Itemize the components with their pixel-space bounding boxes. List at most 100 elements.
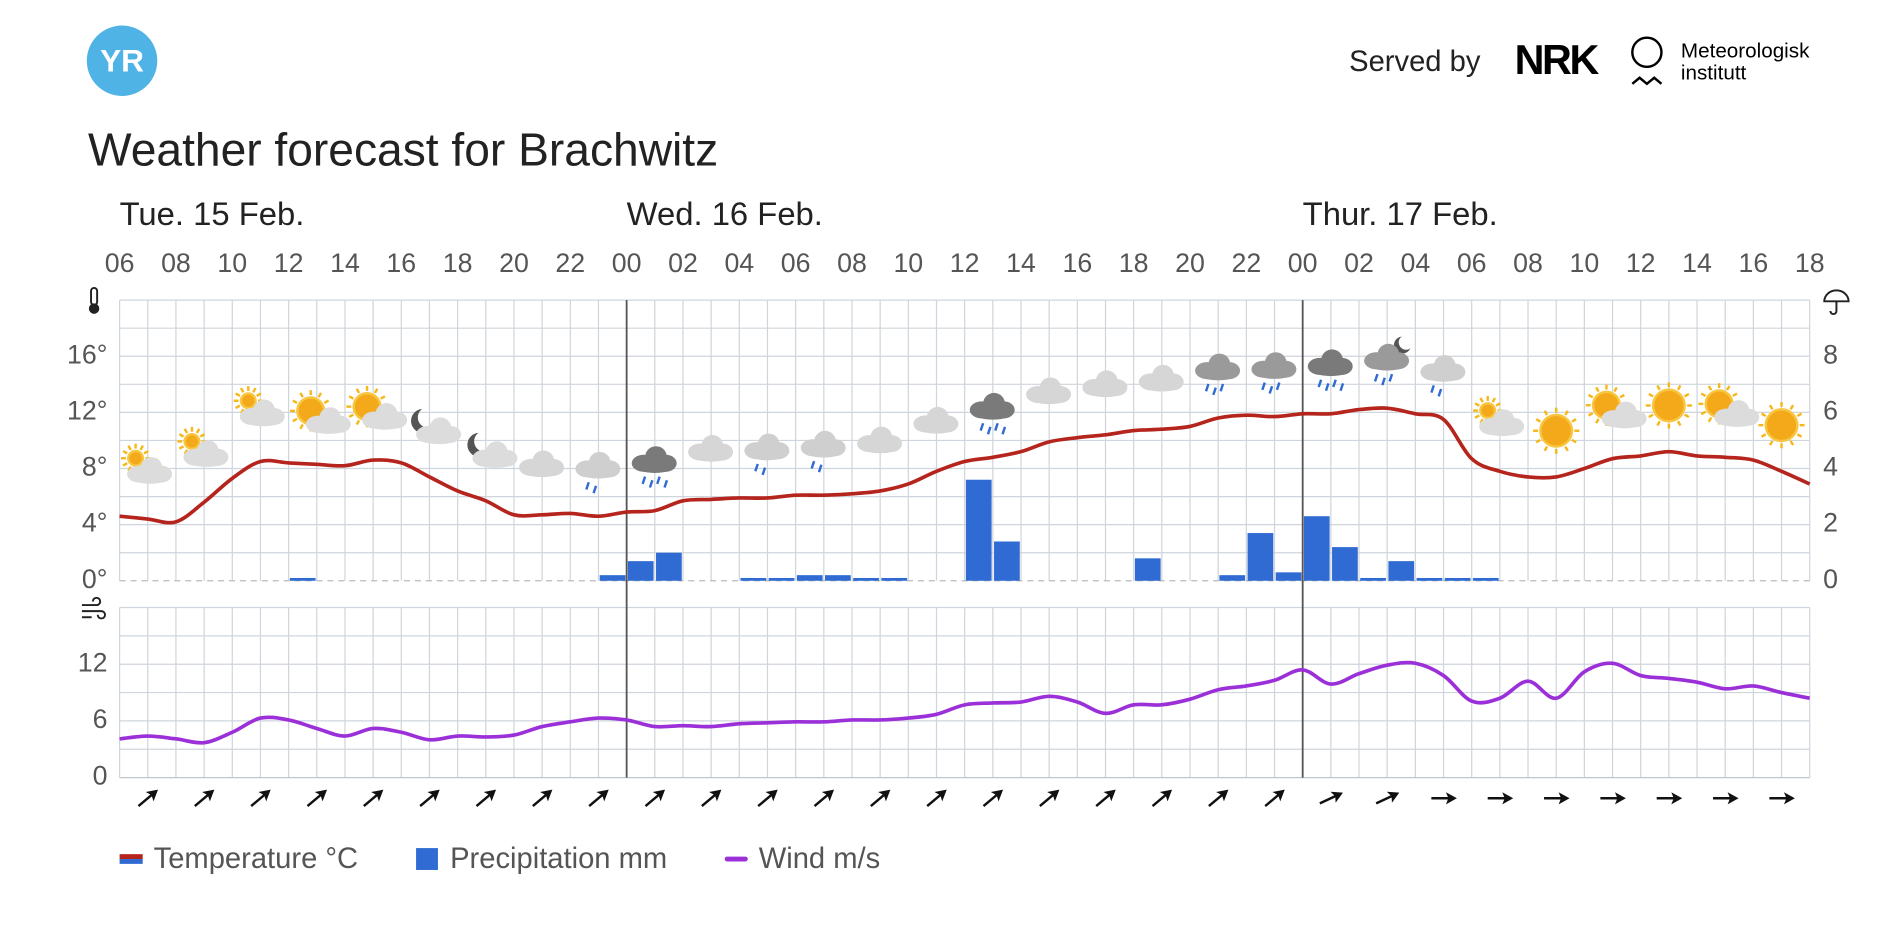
weather-icon — [1698, 383, 1760, 427]
rain-drop — [1437, 388, 1443, 397]
wind-arrow — [813, 789, 835, 808]
rain-drop — [810, 460, 816, 469]
weather-icon — [1533, 407, 1580, 454]
wind-arrow-head — [990, 789, 1004, 802]
wind-arrow-head — [1502, 792, 1514, 805]
sun — [1764, 408, 1799, 443]
precip-bar — [1275, 572, 1302, 581]
wind-arrow-head — [878, 789, 891, 802]
logo: YR — [100, 43, 144, 79]
wind-arrow — [532, 789, 553, 808]
wind-arrow — [1656, 792, 1683, 805]
weather-icon — [1364, 336, 1411, 386]
x-tick-label: 12 — [1626, 248, 1656, 278]
legend-swatch — [416, 848, 438, 870]
wind-arrow — [1600, 792, 1626, 805]
precip-bar — [1444, 577, 1471, 581]
legend-label: Wind m/s — [759, 843, 881, 875]
wind-arrow — [1769, 792, 1795, 805]
sun-ray — [1725, 385, 1731, 391]
cloud — [1604, 413, 1646, 429]
y2-tick-label: 4 — [1823, 452, 1838, 482]
sun-ray — [252, 387, 257, 393]
wind-arrow-head — [145, 789, 159, 802]
rain-drop — [1001, 426, 1007, 435]
precip-bar — [796, 575, 823, 581]
precip-bar — [599, 575, 626, 581]
sun-ray — [122, 449, 128, 455]
rain-drop — [986, 426, 992, 435]
x-tick-label: 10 — [893, 248, 923, 278]
logo-circle — [86, 25, 158, 96]
sun-ray — [195, 428, 201, 434]
y-tick-label: 12° — [67, 395, 107, 425]
wind-arrow — [870, 789, 891, 808]
precip-bar — [1388, 561, 1415, 581]
cloud — [308, 419, 350, 434]
x-tick-label: 06 — [781, 248, 811, 278]
x-tick-label: 02 — [668, 248, 698, 278]
sun-ray — [235, 392, 241, 397]
y2-tick-label: 6 — [1823, 395, 1838, 425]
cloud — [1028, 389, 1070, 405]
sun-ray — [139, 445, 144, 451]
x-tick-label: 22 — [555, 248, 585, 278]
precip-bar — [656, 552, 682, 581]
cloud — [418, 429, 460, 445]
wind-arrow — [1039, 789, 1060, 808]
precip-bar — [1219, 575, 1246, 581]
rain-drop — [1373, 373, 1379, 382]
weather-icon — [1585, 384, 1647, 429]
cloud — [746, 445, 789, 461]
wind-arrow-head — [1216, 789, 1229, 802]
moon — [1393, 336, 1411, 354]
x-tick-label: 14 — [330, 248, 360, 278]
weather-icon — [631, 446, 677, 488]
wind-arrow-head — [371, 789, 384, 802]
wind-arrow — [926, 789, 947, 808]
rain-drop — [817, 464, 823, 473]
x-tick-label: 14 — [1006, 248, 1036, 278]
sun-ray — [299, 423, 304, 430]
rain-drop — [1381, 377, 1386, 386]
wind-arrow — [1431, 792, 1457, 805]
wind-arrow — [644, 789, 666, 808]
wind-arrow — [1095, 789, 1116, 808]
sun-ray — [355, 419, 361, 426]
precip-bar — [1472, 577, 1499, 581]
sun-ray — [256, 392, 262, 397]
wind-arrow-head — [1783, 792, 1795, 805]
sun-ray — [127, 445, 132, 451]
sun-ray — [143, 449, 149, 455]
sun-ray — [1707, 385, 1713, 391]
precip-bar — [1303, 516, 1330, 581]
wind-arrow — [1319, 791, 1343, 805]
rain-drop — [979, 422, 985, 431]
rain-drop — [1388, 373, 1394, 382]
sun-ray — [1796, 412, 1803, 418]
sun-ray — [1789, 440, 1795, 446]
rain-drop — [1332, 379, 1337, 388]
sun-ray — [1700, 392, 1707, 397]
weather-icon — [411, 408, 462, 445]
cloud — [690, 447, 732, 462]
wind-arrow-head — [1671, 792, 1683, 805]
sun-ray — [1595, 386, 1600, 393]
x-tick-label: 16 — [1062, 248, 1092, 278]
weather-icon — [1251, 352, 1297, 394]
x-tick-label: 00 — [1288, 248, 1318, 278]
wind-arrow — [419, 789, 440, 808]
rain-drop — [663, 479, 669, 488]
x-tick-label: 04 — [1400, 248, 1430, 278]
wind-arrow-head — [709, 789, 722, 802]
cloud — [577, 463, 620, 479]
sun-ray — [1571, 438, 1577, 444]
wind-arrow — [701, 789, 722, 808]
sun — [239, 392, 257, 410]
x-tick-label: 22 — [1231, 248, 1261, 278]
cloud — [803, 442, 845, 458]
legend-label: Precipitation mm — [450, 843, 667, 875]
wind-arrow — [1544, 792, 1570, 805]
wind-arrow — [475, 789, 497, 808]
sun-ray — [1648, 392, 1654, 398]
